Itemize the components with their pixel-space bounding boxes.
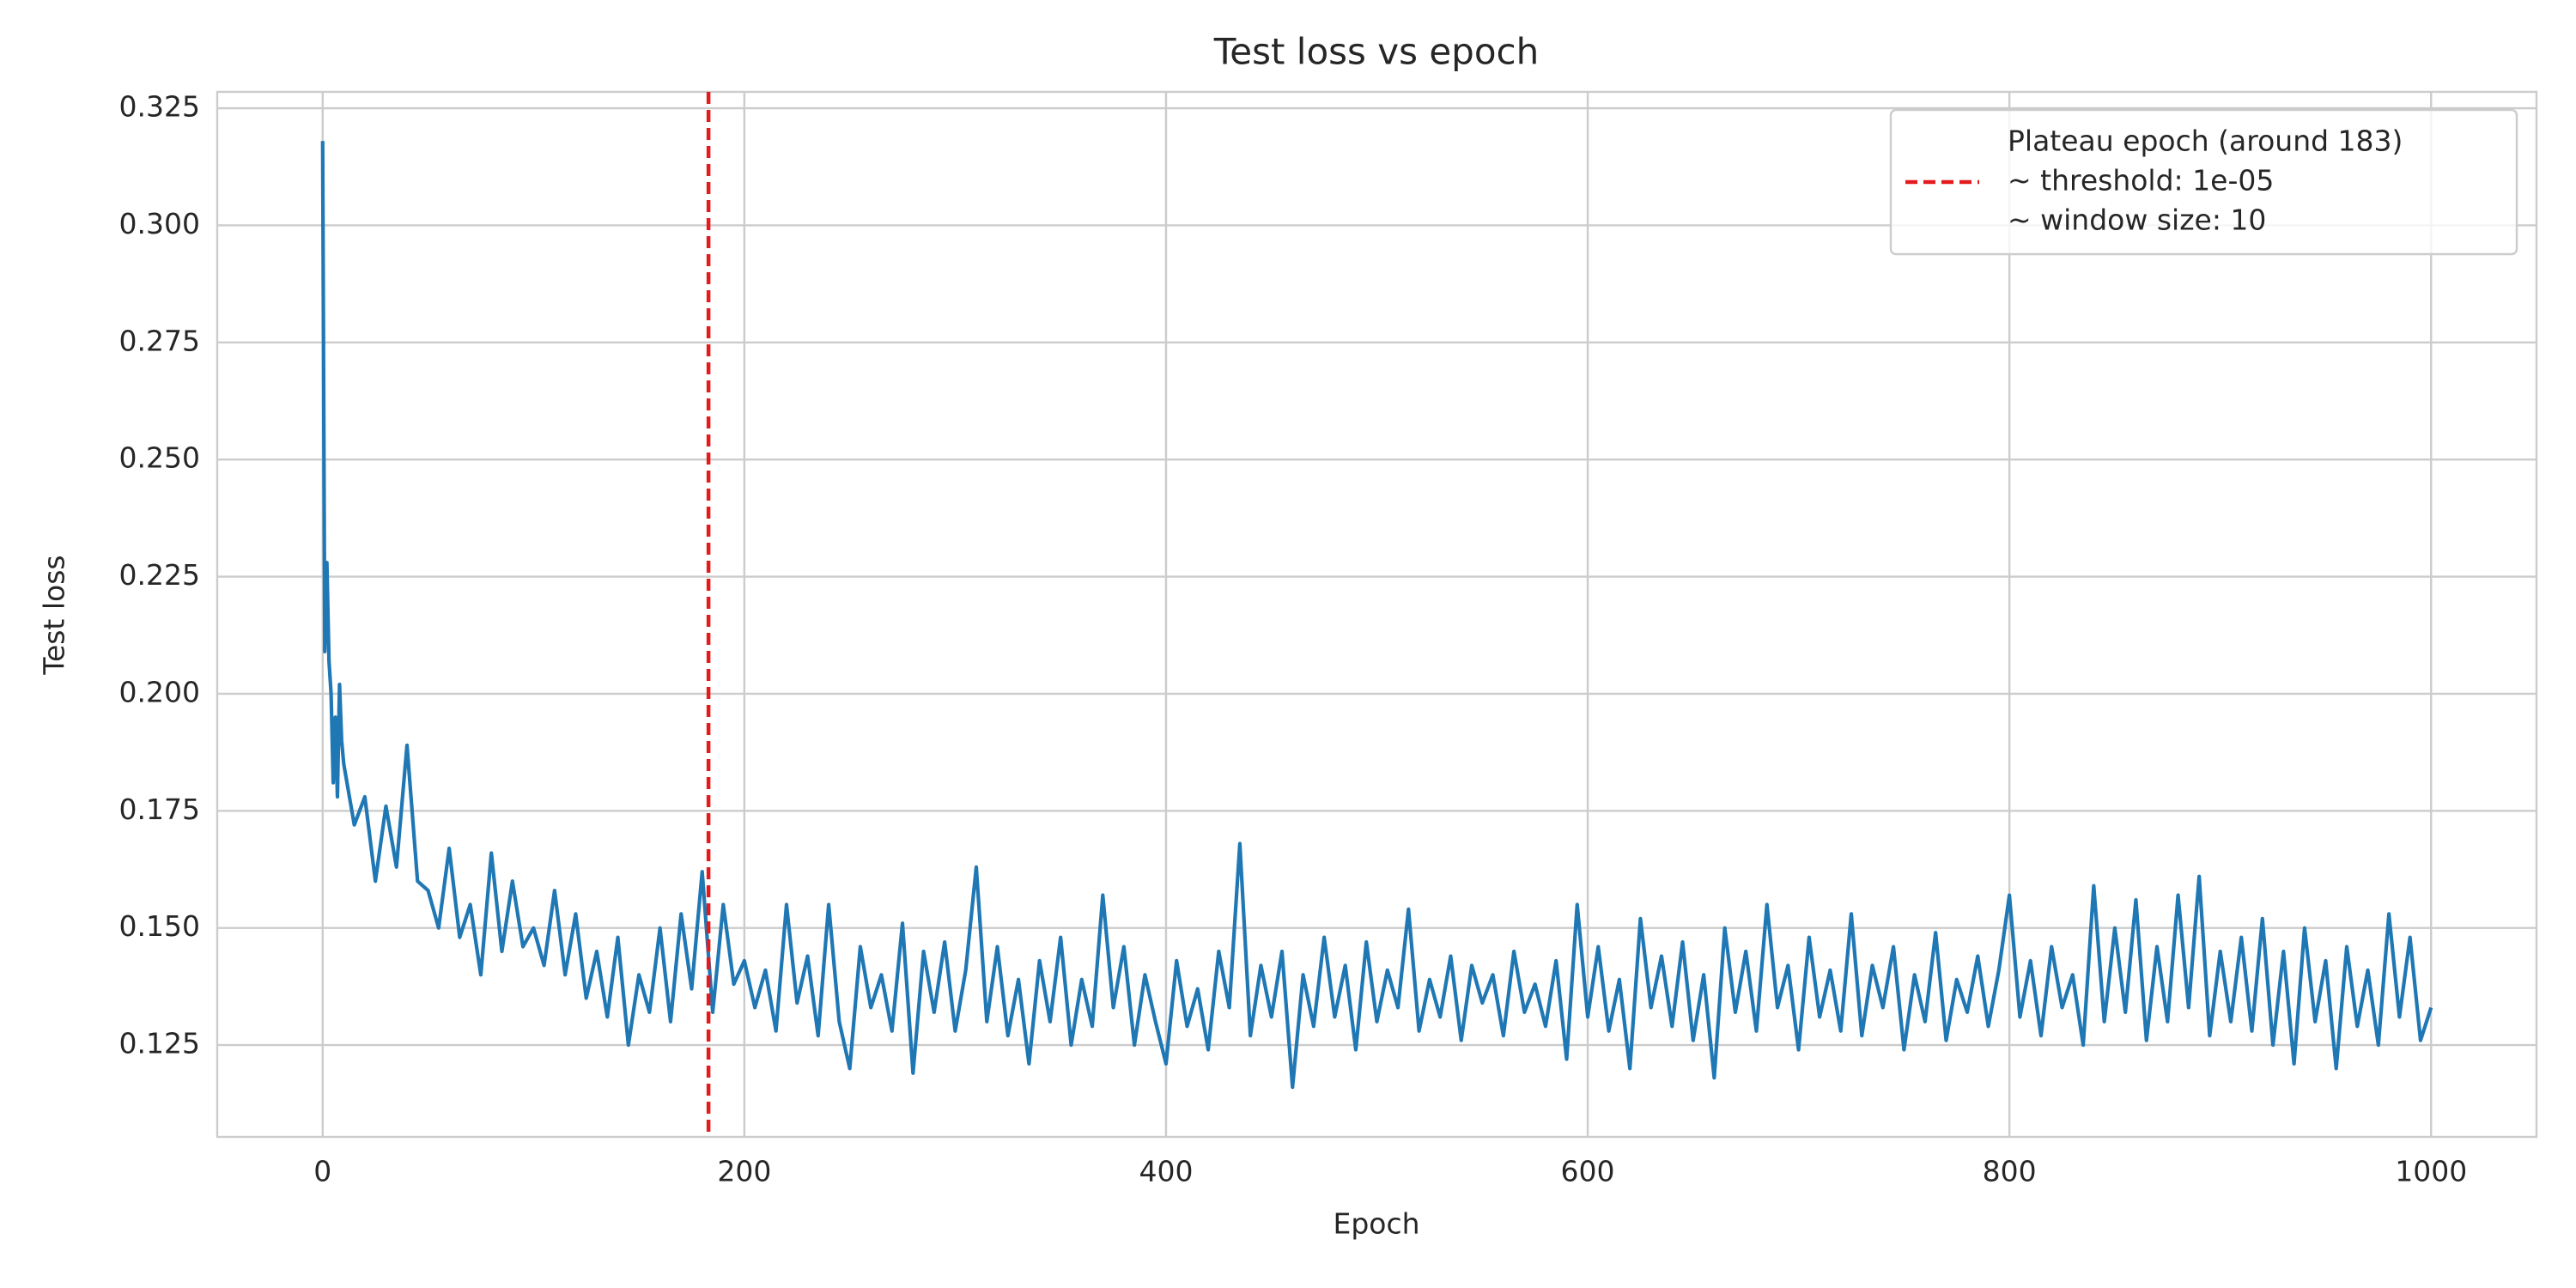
x-axis-label: Epoch xyxy=(1333,1207,1419,1241)
y-axis-label: Test loss xyxy=(38,555,71,675)
y-tick-label: 0.325 xyxy=(119,90,200,124)
y-tick-label: 0.150 xyxy=(119,909,200,943)
plot-frame xyxy=(216,90,2538,1139)
y-tick-label: 0.275 xyxy=(119,324,200,357)
y-tick-label: 0.175 xyxy=(119,793,200,826)
x-tick-label: 0 xyxy=(313,1155,331,1188)
x-tick-label: 200 xyxy=(717,1155,771,1188)
loss-line xyxy=(320,141,2433,1090)
y-tick-label: 0.225 xyxy=(119,558,200,592)
legend-box xyxy=(1889,108,2518,256)
legend-label: Plateau epoch (around 183) xyxy=(2008,125,2403,158)
y-tick-label: 0.125 xyxy=(119,1027,200,1060)
x-tick-label: 800 xyxy=(1983,1155,2037,1188)
x-tick-label: 400 xyxy=(1139,1155,1193,1188)
y-tick-label: 0.200 xyxy=(119,675,200,708)
x-tick-label: 600 xyxy=(1561,1155,1615,1188)
chart-title: Test loss vs epoch xyxy=(1213,31,1540,73)
x-tick-label: 1000 xyxy=(2395,1155,2467,1188)
legend-label: ~ window size: 10 xyxy=(2008,204,2266,237)
y-tick-label: 0.250 xyxy=(119,441,200,475)
legend-label: ~ threshold: 1e-05 xyxy=(2008,164,2274,197)
y-tick-label: 0.300 xyxy=(119,207,200,240)
